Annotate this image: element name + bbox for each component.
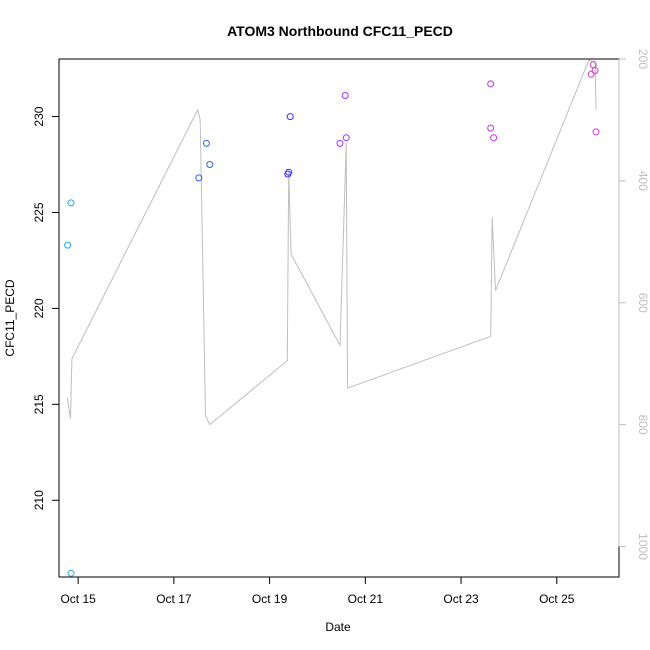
x-tick-label: Oct 23 [443,592,479,606]
data-point [195,174,203,182]
data-point [336,139,344,147]
data-point [487,124,495,132]
data-point [487,80,495,88]
data-point [587,70,595,78]
data-point [342,134,350,142]
data-point [67,569,75,577]
right-tick-label: 600 [636,293,650,313]
y-tick-label: 230 [32,106,46,126]
y-axis-label: CFC11_PECD [3,279,17,356]
data-point [341,92,349,99]
right-tick-label: 200 [636,49,650,69]
right-tick-label: 400 [636,171,650,191]
y-tick-label: 215 [32,394,46,414]
data-points-layer [64,61,600,577]
y-axis: 210 215 220 225 230 [32,106,60,510]
data-point [206,161,214,168]
chart-title: ATOM3 Northbound CFC11_PECD [227,23,453,39]
x-tick-label: Oct 25 [539,592,575,606]
y-tick-label: 225 [32,202,46,222]
x-axis: Oct 15 Oct 17 Oct 19 Oct 21 Oct 23 Oct 25 [60,576,575,606]
x-tick-label: Oct 17 [156,592,192,606]
data-point [202,139,210,147]
data-point [286,113,294,121]
right-tick-label: 800 [636,415,650,435]
data-point [592,128,600,136]
altitude-line-layer [66,59,597,426]
y-tick-label: 210 [32,490,46,510]
x-tick-label: Oct 15 [60,592,96,606]
right-axis: 200 400 600 800 1000 [618,49,650,560]
data-point [591,67,599,74]
x-tick-label: Oct 21 [348,592,384,606]
right-tick-label: 1000 [636,533,650,560]
data-point [490,134,498,142]
data-point [64,241,72,249]
data-point [285,168,293,176]
x-axis-label: Date [325,620,351,634]
altitude-line [66,59,597,426]
y-tick-label: 220 [32,298,46,318]
x-tick-label: Oct 19 [252,592,288,606]
plot-frame [58,58,620,578]
data-point [67,199,75,207]
